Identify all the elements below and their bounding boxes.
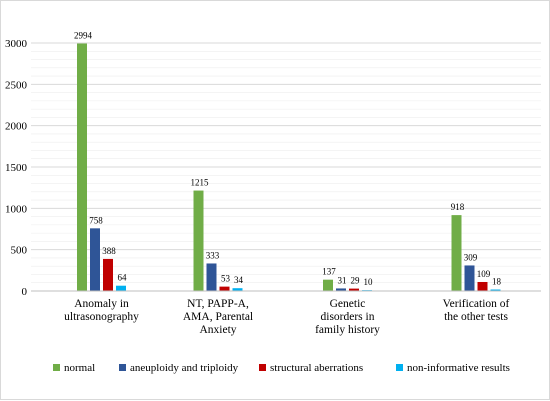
bar-normal-0: [77, 43, 87, 291]
data-label: 29: [351, 276, 361, 286]
legend-label: non-informative results: [407, 362, 510, 374]
bar-structural-aberrations-0: [103, 258, 113, 291]
bars: [77, 43, 501, 291]
bar-non-informative-results-0: [116, 285, 126, 291]
y-tick-label: 0: [22, 286, 28, 298]
bar-structural-aberrations-2: [349, 288, 359, 291]
x-axis: Anomaly in ultrasonography NT, PAPP-A, AMA,…: [31, 290, 541, 336]
bar-structural-aberrations-3: [477, 281, 488, 291]
y-tick-label: 2000: [5, 121, 28, 133]
y-axis: 0 500 1000 1500 2000 2500 3000: [5, 38, 28, 298]
data-label: 10: [364, 277, 374, 287]
legend: normal aneuploidy and triploidy structural…: [53, 362, 510, 374]
category-label-line: Anxiety: [199, 324, 236, 336]
data-label: 64: [118, 273, 128, 283]
data-label: 758: [89, 215, 103, 225]
data-label: 388: [102, 246, 116, 256]
bar-aneuploidy-and-triploidy-0: [90, 228, 100, 291]
legend-label: normal: [64, 362, 95, 374]
data-label: 109: [477, 269, 491, 279]
data-label: 1215: [191, 178, 210, 188]
y-tick-label: 1000: [5, 203, 28, 215]
category-label-line: the other tests: [444, 311, 508, 323]
data-label: 18: [492, 277, 502, 287]
legend-label: structural aberrations: [270, 362, 363, 374]
bar-aneuploidy-and-triploidy-2: [336, 288, 346, 291]
data-label: 137: [322, 267, 336, 277]
data-label: 309: [464, 252, 478, 262]
bar-normal-2: [323, 279, 333, 291]
y-tick-label: 1500: [5, 162, 28, 174]
data-label: 53: [221, 274, 231, 284]
bar-aneuploidy-and-triploidy-1: [206, 263, 217, 291]
data-label: 34: [234, 275, 244, 285]
category-label: NT, PAPP-A, AMA, Parental Anxiety: [183, 298, 253, 336]
bar-non-informative-results-3: [490, 289, 501, 291]
legend-swatch: [53, 364, 60, 371]
bar-aneuploidy-and-triploidy-3: [464, 265, 475, 291]
legend-label: aneuploidy and triploidy: [130, 362, 239, 374]
category-label-line: Verification of: [443, 298, 510, 310]
category-label-line: disorders in: [321, 311, 375, 323]
category-label-line: AMA, Parental: [183, 311, 253, 323]
category-label-line: NT, PAPP-A,: [187, 298, 249, 310]
y-tick-label: 2500: [5, 79, 28, 91]
category-label: Anomaly in ultrasonography: [64, 298, 139, 323]
legend-swatch: [396, 364, 403, 371]
category-label-line: ultrasonography: [64, 311, 139, 323]
data-label: 2994: [74, 30, 93, 40]
category-label-line: family history: [315, 324, 380, 336]
data-label: 918: [451, 202, 465, 212]
legend-swatch: [259, 364, 266, 371]
category-label: Genetic disorders in family history: [315, 298, 380, 336]
bar-structural-aberrations-1: [219, 286, 230, 291]
bar-normal-3: [451, 215, 462, 291]
y-tick-label: 3000: [5, 38, 28, 50]
data-label: 31: [338, 275, 347, 285]
data-label: 333: [206, 250, 220, 260]
legend-swatch: [119, 364, 126, 371]
category-label-line: Genetic: [330, 298, 366, 310]
category-label: Verification of the other tests: [443, 298, 510, 323]
y-tick-label: 500: [11, 245, 28, 257]
bar-non-informative-results-1: [232, 288, 243, 291]
bar-normal-1: [193, 190, 204, 291]
category-label-line: Anomaly in: [74, 298, 129, 310]
